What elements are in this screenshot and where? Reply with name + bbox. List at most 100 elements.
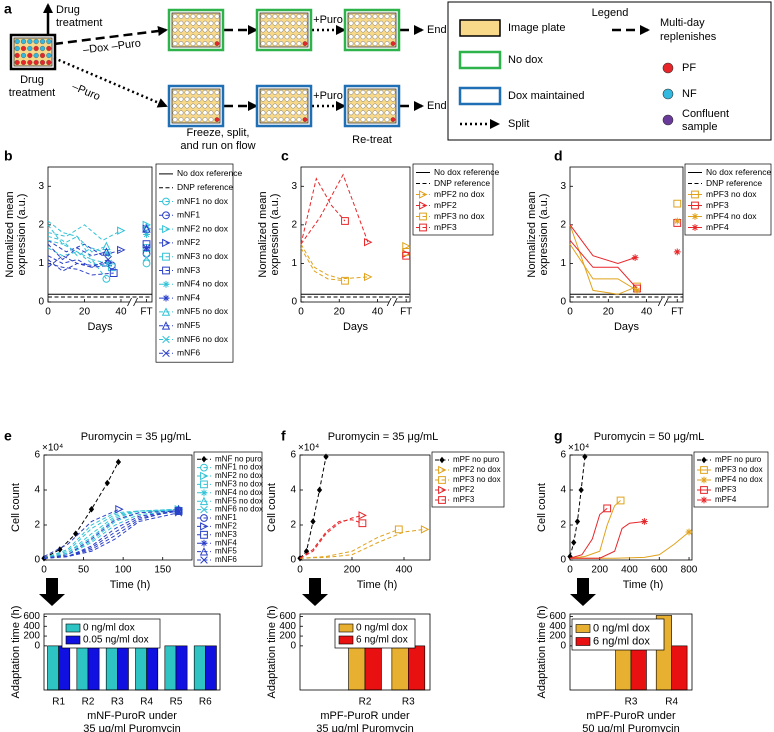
legend-label: mPF3 (706, 200, 729, 210)
x-tick-label: R3 (402, 697, 415, 708)
well (27, 59, 33, 66)
marker (700, 496, 708, 504)
well (290, 96, 296, 102)
marker (603, 504, 612, 513)
well (390, 13, 396, 19)
well (202, 13, 208, 19)
well (208, 34, 214, 40)
y-tick-label: 0 (560, 641, 566, 652)
well (190, 103, 196, 109)
diagram: a Drug treatment Drug treatment –Dox –Pu… (4, 1, 772, 152)
well (260, 117, 266, 123)
well (172, 110, 178, 116)
well (378, 110, 384, 116)
legend-label: DNP reference (706, 178, 762, 188)
well (266, 110, 272, 116)
well (260, 90, 266, 95)
marker (200, 514, 208, 522)
well (390, 34, 396, 40)
well (46, 59, 52, 66)
legend-label: mNF5 (177, 320, 200, 330)
well (354, 41, 360, 46)
x-axis-label: mPF-PuroR under (320, 710, 410, 722)
marker (673, 248, 681, 256)
well (190, 27, 196, 33)
series-line (300, 247, 346, 282)
well (348, 110, 354, 116)
well (290, 110, 296, 116)
well (266, 20, 272, 26)
well (360, 27, 366, 33)
diagram-legend: Legend Image plate No dox Dox maintained… (447, 1, 772, 141)
y-tick-label: 1 (291, 258, 297, 269)
y-axis-label: Adaptation time (h) (266, 606, 278, 699)
series-line (299, 456, 327, 559)
well (184, 13, 190, 19)
well (384, 20, 390, 26)
well (190, 13, 196, 19)
well (172, 90, 178, 95)
legend-label: mPF no puro (715, 455, 762, 464)
legend: No dox reference DNP reference mNF1 no dox… (155, 163, 242, 363)
y-axis-label: expression (a.u.) (269, 194, 281, 276)
y-axis-label: expression (a.u.) (16, 194, 28, 276)
y-tick-label: 400 (23, 621, 40, 632)
legend-label: mPF no puro (453, 455, 500, 464)
well (266, 13, 272, 19)
well (260, 41, 266, 46)
legend-label: No dox (508, 54, 543, 66)
x-tick-label: FT (671, 307, 683, 318)
x-tick-label: FT (140, 307, 152, 318)
well (360, 117, 366, 123)
legend-label: mPF4 no dox (715, 475, 763, 484)
well (378, 13, 384, 19)
well (272, 96, 278, 102)
well (372, 41, 378, 46)
well (390, 110, 396, 116)
label: treatment (56, 17, 102, 29)
label: End (427, 100, 447, 112)
x-tick-label: 400 (396, 565, 413, 576)
swatch (662, 62, 674, 74)
well (33, 52, 39, 59)
legend-label: mNF3 (215, 530, 237, 539)
y-axis-label: Normalized mean (4, 191, 16, 277)
panel-letter: b (4, 148, 13, 164)
marker (685, 528, 693, 536)
well (296, 13, 302, 19)
y-tick-label: 2 (34, 520, 40, 531)
chart-title: Puromycin = 35 μg/mL (81, 431, 192, 443)
plot-frame (43, 613, 221, 691)
legend-label: 6 ng/ml dox (593, 635, 650, 647)
plot-frame (299, 613, 431, 691)
legend-label: mNF4 (177, 292, 200, 302)
series-line (300, 177, 346, 245)
marker (673, 217, 681, 225)
legend-label: mNF3 no dox (177, 251, 229, 261)
marker (115, 458, 122, 466)
x-axis-label: mPF-PuroR under (586, 710, 676, 722)
y-axis-label: Normalized mean (526, 191, 538, 277)
panel-letter: a (4, 1, 12, 17)
well (390, 41, 396, 46)
x-tick-label: 200 (591, 565, 608, 576)
legend-swatch (65, 635, 81, 645)
marker (143, 231, 150, 238)
plate-border (343, 8, 401, 52)
marker (142, 253, 151, 262)
well (178, 20, 184, 26)
well (214, 41, 220, 46)
well (390, 27, 396, 33)
marker (117, 245, 126, 255)
label: –Puro (70, 81, 102, 104)
well (184, 34, 190, 40)
y-tick-label: 3 (291, 181, 297, 192)
well (296, 41, 302, 46)
well (384, 34, 390, 40)
label: End (427, 24, 447, 36)
well (266, 27, 272, 33)
well (184, 110, 190, 116)
well (202, 34, 208, 40)
marker (162, 238, 171, 248)
marker (104, 479, 110, 487)
